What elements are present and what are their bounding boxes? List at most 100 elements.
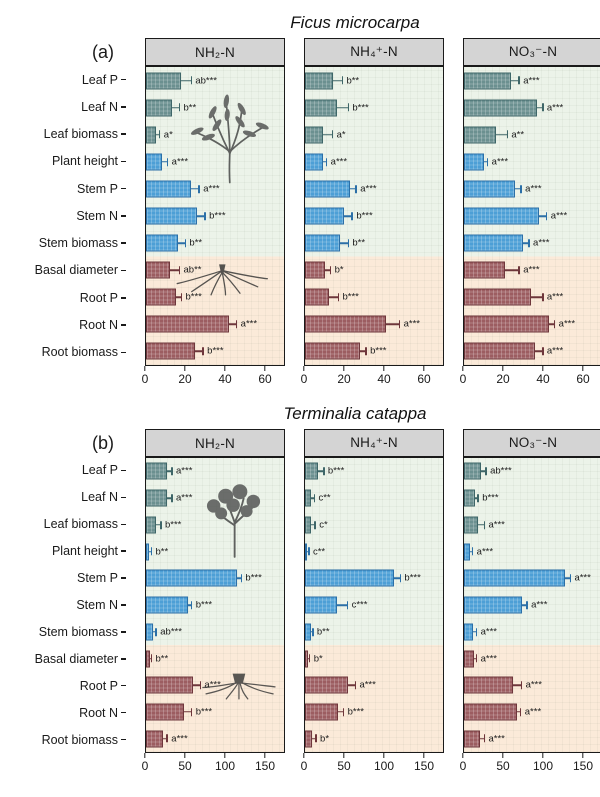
- significance-label: a***: [360, 183, 377, 195]
- panel-b-label: (b): [92, 432, 114, 453]
- x-axis-tick-mark: [423, 366, 425, 371]
- bar: [464, 569, 565, 587]
- bar-row-basal-diameter: a***: [464, 257, 600, 284]
- error-bar: [512, 681, 523, 690]
- ylabel-root-biomass: Root biomass: [41, 345, 118, 360]
- bar-row-stem-biomass: a***: [464, 230, 600, 257]
- significance-label: a***: [546, 291, 564, 303]
- bar-row-leaf-p: ab***: [464, 458, 600, 485]
- significance-label: a***: [176, 465, 193, 477]
- bar: [305, 99, 337, 117]
- error-bar: [193, 681, 202, 690]
- error-bar-cap: [398, 320, 401, 329]
- panel-b-subplot-2: NO₃⁻-N ab*** b*** a*** a*** a*** a*** a*** a*** a…: [460, 429, 600, 778]
- figure-root: Ficus microcarpa (a) Leaf P Leaf N Leaf bio…: [0, 8, 600, 778]
- bar-row-root-n: a***: [464, 699, 600, 726]
- error-bar-cap: [198, 184, 200, 193]
- bar-row-leaf-biomass: a***: [464, 511, 600, 538]
- x-axis-tick-mark: [303, 366, 305, 371]
- error-bar-cap: [325, 157, 328, 166]
- ylabel-row: Plant height: [0, 148, 126, 175]
- bar: [146, 596, 188, 614]
- x-axis-tick-label: 60: [576, 372, 590, 386]
- x-axis-tick-label: 60: [258, 372, 272, 386]
- error-bar-cap: [314, 520, 316, 529]
- bar-row-basal-diameter: b*: [305, 645, 443, 672]
- bar: [464, 180, 516, 198]
- error-bar: [516, 707, 522, 716]
- error-bar: [324, 266, 332, 275]
- bar: [464, 234, 524, 252]
- ylabel-tick-mark: [121, 187, 126, 190]
- error-bar-cap: [190, 707, 193, 716]
- x-axis-tick-mark: [144, 366, 146, 371]
- bar-row-leaf-n: c**: [305, 485, 443, 512]
- bar-row-root-biomass: a***: [146, 725, 284, 752]
- ylabel-row: Leaf biomass: [0, 511, 126, 538]
- ylabel-row: Root biomass: [0, 726, 126, 753]
- bar: [146, 234, 178, 252]
- ylabel-tick-mark: [121, 684, 126, 687]
- ylabel-row: Stem N: [0, 592, 126, 619]
- error-bar-cap: [240, 574, 243, 583]
- error-bar: [197, 212, 206, 221]
- bar: [464, 489, 476, 507]
- ylabel-leaf-n: Leaf N: [81, 99, 118, 114]
- ylabel-tick-mark: [121, 160, 126, 163]
- error-bar: [306, 547, 310, 556]
- ylabel-tick-mark: [121, 577, 126, 579]
- error-bar-cap: [526, 601, 528, 610]
- error-bar: [312, 734, 317, 743]
- significance-label: ab***: [490, 465, 512, 477]
- panel-b-subplot-0: NH₂-N a*** a*** b*** b** b*** b*** ab*** b** a***…: [142, 429, 285, 778]
- bar: [146, 543, 150, 561]
- bar-row-plant-height: a***: [146, 148, 284, 175]
- panel-a-grid: (a) Leaf P Leaf N Leaf biomass Plant height S…: [0, 38, 600, 391]
- bar: [146, 489, 168, 507]
- x-axis-tick-mark: [462, 753, 464, 758]
- error-bar-cap: [166, 157, 169, 166]
- error-bar: [473, 627, 478, 636]
- ylabel-stem-biomass: Stem biomass: [38, 236, 118, 251]
- panel-b-ylabel-column: (b) Leaf P Leaf N Leaf biomass Plant height S…: [0, 429, 126, 753]
- error-bar: [322, 157, 328, 166]
- error-bar-cap: [475, 627, 478, 636]
- error-bar: [505, 266, 520, 275]
- x-axis-tick-label: 100: [373, 759, 395, 773]
- ylabel-tick-mark: [121, 297, 126, 299]
- error-bar: [481, 467, 487, 476]
- error-bar: [167, 494, 173, 503]
- significance-label: b***: [209, 210, 226, 222]
- significance-label: ab***: [160, 626, 182, 638]
- x-axis: 0 20 40 60: [300, 366, 444, 391]
- x-axis-tick-mark: [303, 753, 305, 758]
- bar: [305, 703, 339, 721]
- error-bar-cap: [171, 494, 173, 503]
- bar: [464, 543, 471, 561]
- error-bar: [515, 184, 522, 193]
- significance-label: a***: [359, 679, 376, 691]
- significance-label: a***: [476, 546, 494, 558]
- bar: [305, 623, 311, 641]
- x-axis-tick-label: 0: [141, 372, 149, 386]
- error-bar-cap: [354, 681, 357, 690]
- x-axis-tick-label: 0: [300, 372, 308, 386]
- error-bar: [534, 347, 544, 356]
- bar: [464, 342, 535, 360]
- error-bar-cap: [486, 157, 489, 166]
- ylabel-row: Stem N: [0, 202, 126, 229]
- bar: [464, 207, 539, 225]
- bar-row-leaf-n: a***: [464, 94, 600, 121]
- significance-label: b**: [189, 237, 203, 249]
- ylabel-row: Leaf biomass: [0, 121, 126, 148]
- x-axis-tick-mark: [462, 366, 464, 371]
- error-bar: [310, 627, 314, 636]
- significance-label: a***: [480, 626, 497, 638]
- bar: [305, 315, 386, 333]
- ylabel-basal-diameter: Basal diameter: [34, 651, 118, 666]
- ylabel-tick-mark: [121, 604, 126, 606]
- panel-a-subplot-0: NH₂-N ab*** b** a* a*** a*** b*** b** ab** b*** a*…: [141, 38, 285, 391]
- x-axis-tick-mark: [542, 753, 544, 758]
- bar-row-root-n: a***: [464, 311, 600, 338]
- bar: [464, 126, 496, 144]
